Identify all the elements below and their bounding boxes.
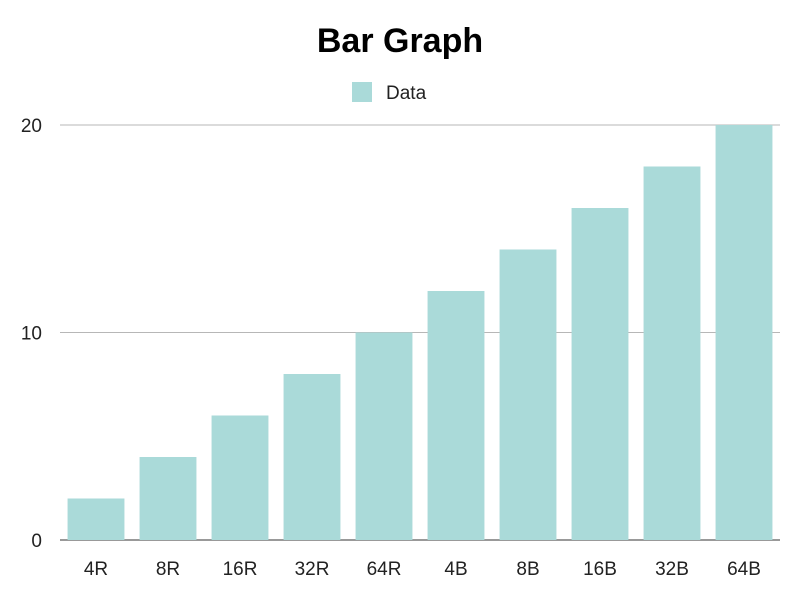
bar-4B bbox=[427, 291, 485, 540]
bars bbox=[67, 125, 773, 540]
bar-64R bbox=[355, 332, 413, 540]
x-tick-label: 16R bbox=[223, 559, 258, 580]
legend-swatch bbox=[352, 82, 372, 102]
x-axis-ticks: 4R 8R 16R 32R 64R 4B 8B 16B 32B 64B bbox=[84, 559, 761, 580]
x-tick-label: 32R bbox=[295, 559, 330, 580]
x-tick-label: 16B bbox=[583, 559, 617, 580]
x-tick-label: 4R bbox=[84, 559, 108, 580]
chart-title: Bar Graph bbox=[317, 22, 483, 60]
y-tick-label: 20 bbox=[21, 116, 42, 137]
y-tick-label: 10 bbox=[21, 324, 42, 345]
y-tick-label: 0 bbox=[31, 531, 42, 552]
bar-32B bbox=[643, 166, 701, 540]
x-tick-label: 64R bbox=[367, 559, 402, 580]
bar-4R bbox=[67, 498, 125, 540]
x-tick-label: 64B bbox=[727, 559, 761, 580]
bar-16B bbox=[571, 208, 629, 540]
x-tick-label: 4B bbox=[444, 559, 467, 580]
bar-8R bbox=[139, 457, 197, 540]
x-tick-label: 8R bbox=[156, 559, 180, 580]
legend: Data bbox=[352, 82, 427, 104]
x-tick-label: 8B bbox=[516, 559, 539, 580]
bar-32R bbox=[283, 374, 341, 540]
legend-label: Data bbox=[386, 83, 427, 104]
bar-64B bbox=[715, 125, 773, 540]
x-tick-label: 32B bbox=[655, 559, 689, 580]
y-axis-ticks: 0 10 20 bbox=[21, 116, 42, 552]
bar-8B bbox=[499, 249, 557, 540]
bar-16R bbox=[211, 415, 269, 540]
